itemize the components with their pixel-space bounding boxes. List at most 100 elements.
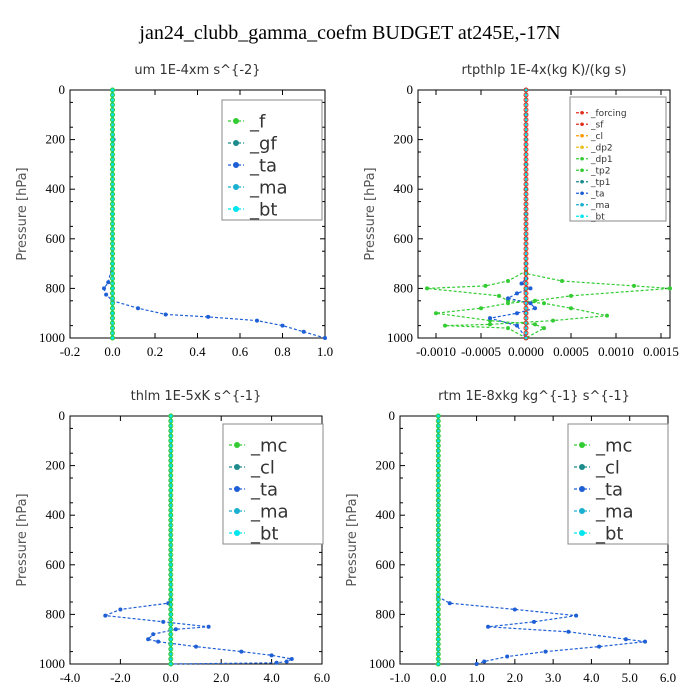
zero-profile-marker	[523, 275, 529, 281]
zero-profile-marker	[435, 542, 441, 548]
zero-profile-marker	[435, 567, 441, 573]
x-tick-label: -0.0010	[416, 344, 456, 359]
data-point-dp1	[483, 283, 488, 288]
y-tick-label: 1000	[39, 656, 65, 671]
data-point-ta	[528, 286, 533, 291]
legend-marker	[579, 508, 585, 514]
data-point-bt	[523, 286, 529, 291]
zero-profile-marker	[110, 295, 115, 301]
zero-profile-marker	[523, 127, 529, 133]
data-point-cl	[274, 660, 279, 665]
data-point-bt	[168, 612, 173, 617]
zero-profile-marker	[523, 305, 529, 311]
zero-profile-marker	[110, 305, 115, 311]
zero-profile-marker	[435, 631, 441, 637]
zero-profile-marker	[110, 315, 115, 321]
data-point-bt	[168, 488, 173, 493]
zero-profile-marker	[168, 428, 174, 434]
data-point-cl	[156, 639, 161, 644]
data-point-cl	[269, 653, 274, 658]
legend-label: _gf	[249, 133, 277, 154]
zero-profile-marker	[523, 122, 529, 128]
zero-profile-marker	[435, 458, 441, 464]
zero-profile-marker	[523, 271, 529, 277]
data-point-cl	[474, 662, 479, 666]
data-point-bt	[436, 513, 441, 518]
zero-profile-marker	[435, 527, 441, 533]
zero-profile-marker	[168, 468, 174, 474]
data-point-dp1	[551, 318, 555, 323]
data-point-bt	[110, 187, 115, 192]
y-tick-label: 800	[46, 280, 66, 295]
y-tick-label: 1000	[39, 330, 65, 345]
data-point-bt	[168, 562, 173, 567]
zero-profile-marker	[168, 621, 174, 627]
data-point-tp2	[569, 293, 573, 298]
data-point-bt	[168, 637, 173, 642]
zero-profile-marker	[523, 181, 529, 187]
legend-marker	[579, 530, 585, 536]
y-tick-label: 400	[394, 181, 414, 196]
y-tick-label: 200	[394, 132, 414, 147]
zero-profile-marker	[110, 122, 115, 128]
y-tick-label: 200	[46, 132, 66, 147]
plot-frame	[417, 89, 671, 339]
zero-profile-marker	[523, 176, 529, 182]
zero-profile-marker	[435, 418, 441, 424]
y-tick-label: 200	[46, 458, 66, 473]
zero-profile-marker	[110, 147, 115, 153]
zero-profile-marker	[168, 651, 174, 657]
zero-profile-marker	[168, 616, 174, 622]
zero-profile-marker	[523, 266, 529, 272]
legend-marker	[580, 214, 584, 219]
panel-title: rtpthlp 1E-4x(kg K)/(kg s)	[462, 63, 627, 78]
y-axis-label: Pressure [hPa]	[15, 493, 30, 586]
legend-marker	[580, 122, 584, 127]
y-tick-label: 0	[59, 408, 66, 423]
zero-profile-marker	[523, 112, 529, 118]
zero-profile-marker	[523, 216, 529, 222]
y-tick-label: 600	[394, 231, 414, 246]
zero-profile-marker	[523, 251, 529, 257]
data-point-bt	[110, 335, 115, 341]
zero-profile-marker	[435, 646, 441, 652]
x-tick-label: -0.2	[60, 344, 81, 359]
data-point-cl	[543, 649, 548, 654]
data-point-ta	[533, 306, 537, 311]
y-tick-label: 0	[407, 82, 414, 97]
zero-profile-marker	[110, 186, 115, 192]
zero-profile-marker	[168, 463, 174, 469]
zero-profile-marker	[435, 562, 441, 568]
zero-profile-marker	[110, 176, 115, 182]
y-axis-label: Pressure [hPa]	[15, 167, 30, 260]
zero-profile-marker	[523, 206, 529, 212]
zero-profile-marker	[523, 211, 529, 217]
zero-profile-marker	[435, 552, 441, 558]
zero-profile-marker	[168, 552, 174, 558]
zero-profile-marker	[110, 216, 115, 222]
zero-profile-marker	[110, 181, 115, 187]
data-point-bt	[523, 261, 529, 266]
data-point-cl	[574, 613, 579, 618]
zero-profile-marker	[435, 582, 441, 588]
data-point-bt	[436, 463, 441, 468]
zero-profile-marker	[523, 156, 529, 162]
legend-label: _dp2	[590, 143, 613, 153]
zero-profile-marker	[523, 196, 529, 202]
data-point-ta	[515, 323, 519, 328]
data-point-ta	[506, 296, 510, 301]
y-tick-label: 800	[46, 606, 66, 621]
zero-profile-marker	[168, 582, 174, 588]
data-point-cl	[566, 629, 571, 634]
data-point-bt	[436, 637, 441, 642]
zero-profile-marker	[523, 151, 529, 157]
zero-profile-marker	[168, 532, 174, 538]
legend-label: _bt	[590, 212, 605, 222]
legend-label: _bt	[250, 523, 278, 544]
zero-profile-marker	[110, 231, 115, 237]
x-tick-label: 0.0005	[553, 344, 589, 359]
x-tick-label: 5.0	[622, 670, 638, 685]
zero-profile-marker	[435, 537, 441, 543]
zero-profile-marker	[523, 246, 529, 252]
